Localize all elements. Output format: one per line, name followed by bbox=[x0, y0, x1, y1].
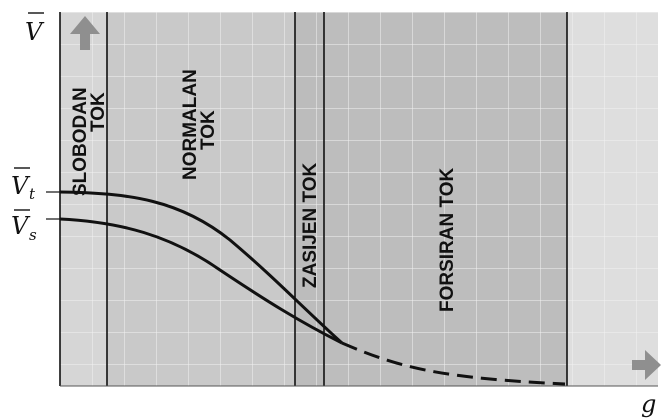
label-normal-flow-line2: TOK bbox=[198, 110, 219, 150]
vs-label: V s bbox=[11, 209, 37, 244]
x-axis-label: g bbox=[641, 390, 656, 418]
vt-label-sub: t bbox=[29, 185, 36, 203]
vs-label-base: V bbox=[11, 212, 31, 240]
y-axis-label-text: V bbox=[25, 18, 45, 46]
label-normal-flow-line1: NORMALAN bbox=[180, 69, 201, 180]
vs-label-sub: s bbox=[29, 226, 37, 244]
vt-label: V t bbox=[11, 167, 36, 203]
arrow-up-icon bbox=[70, 16, 100, 50]
y-axis-label: V bbox=[25, 12, 45, 46]
grid-lines bbox=[60, 12, 658, 386]
label-forced-flow: FORSIRAN TOK bbox=[437, 167, 458, 312]
curve-vt bbox=[59, 190, 344, 345]
arrow-right-icon bbox=[632, 350, 661, 380]
vt-label-base: V bbox=[11, 172, 31, 200]
label-saturated-flow: ZASIJEN TOK bbox=[300, 162, 321, 288]
label-free-flow-line1: SLOBODAN bbox=[70, 87, 91, 196]
label-free-flow-line2: TOK bbox=[88, 92, 109, 132]
curve-vs bbox=[59, 217, 343, 345]
